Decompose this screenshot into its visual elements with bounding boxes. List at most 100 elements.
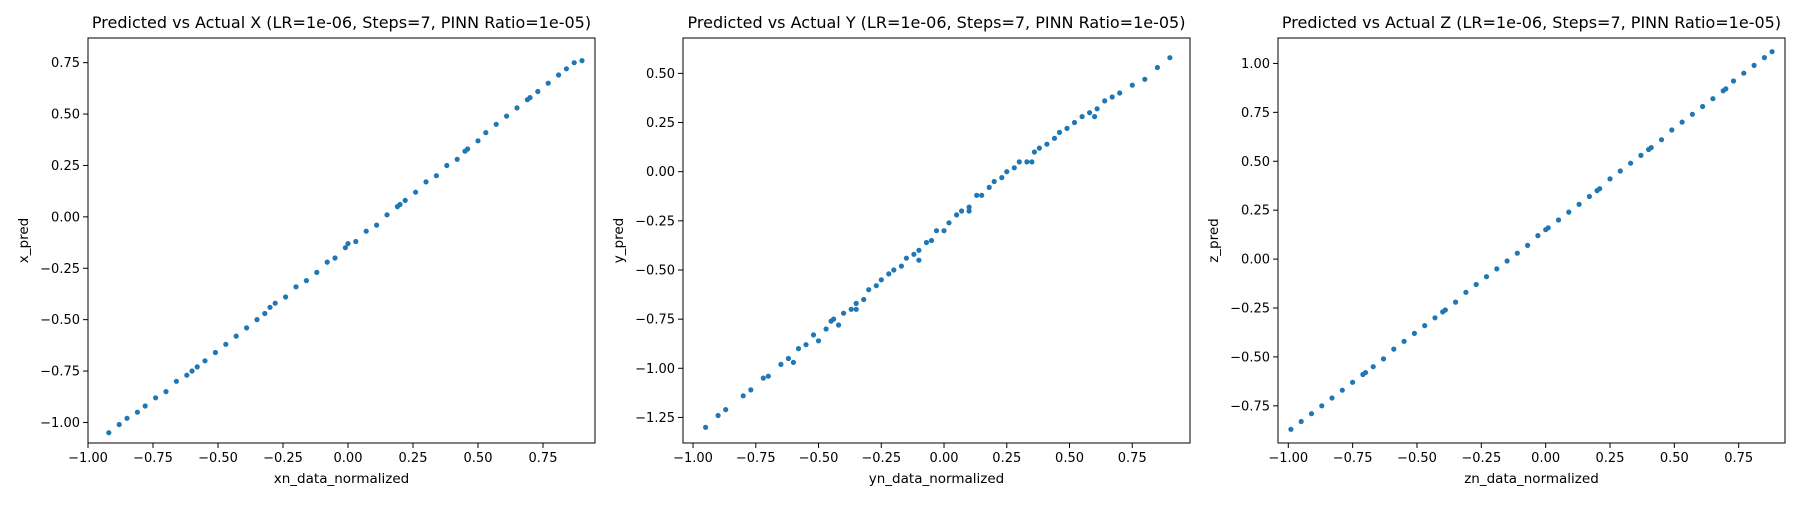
chart-title: Predicted vs Actual Z (LR=1e-06, Steps=7… (1282, 13, 1781, 32)
data-point (1087, 110, 1093, 116)
y-tick-label: 1.00 (1241, 57, 1270, 72)
data-point (1555, 217, 1562, 223)
data-point (1092, 114, 1098, 120)
data-point (1056, 129, 1063, 135)
data-point (790, 359, 797, 365)
plot-frame (87, 37, 596, 444)
data-point (916, 247, 922, 253)
data-point (873, 283, 879, 289)
y-axis-label: x_pred (16, 218, 32, 263)
data-point (1576, 201, 1582, 207)
data-point (493, 121, 499, 127)
x-tick-label: 0.25 (399, 451, 428, 466)
data-point (1710, 96, 1716, 102)
data-point (342, 245, 348, 251)
data-point (1064, 125, 1070, 131)
x-tick-label: 0.50 (464, 451, 493, 466)
data-point (941, 228, 947, 234)
data-point (1646, 146, 1652, 153)
data-point (134, 409, 140, 415)
y-axis-label: y_pred (611, 218, 627, 263)
data-point (124, 415, 130, 421)
y-tick-label: −1.25 (635, 411, 675, 426)
data-point (345, 241, 351, 247)
data-point (959, 208, 965, 214)
data-point (1044, 141, 1050, 147)
data-point (1723, 86, 1729, 92)
data-point (1494, 266, 1500, 272)
data-point (740, 393, 746, 399)
chart-title: Predicted vs Actual Y (LR=1e-06, Steps=7… (688, 13, 1186, 32)
data-point (556, 72, 562, 78)
data-point (475, 138, 481, 144)
data-point (1607, 176, 1613, 182)
data-point (1463, 289, 1469, 295)
y-tick-label: 0.75 (51, 56, 80, 71)
data-point (1117, 90, 1123, 96)
data-point (785, 355, 792, 362)
data-point (223, 341, 229, 347)
data-point (828, 318, 834, 324)
data-point (189, 368, 195, 374)
data-point (760, 375, 766, 381)
data-point (1362, 370, 1369, 376)
data-point (891, 267, 897, 273)
x-tick-label: 0.25 (1596, 451, 1625, 466)
data-point (1129, 82, 1135, 88)
y-tick-label: −0.50 (635, 263, 675, 278)
x-axis-label: zn_data_normalized (1464, 471, 1599, 487)
data-point (212, 349, 218, 356)
data-point (803, 342, 809, 348)
data-point (462, 148, 468, 154)
data-point (898, 263, 905, 269)
data-point (1142, 76, 1148, 82)
data-point (262, 310, 268, 317)
data-point (795, 346, 802, 352)
data-point (1401, 338, 1407, 344)
x-tick-label: 0.75 (1118, 451, 1147, 466)
data-point (923, 239, 930, 246)
data-point (1761, 55, 1767, 61)
data-point (1036, 145, 1042, 151)
data-point (1071, 119, 1078, 126)
data-point (966, 204, 972, 210)
data-point (1411, 330, 1417, 336)
data-point (1391, 346, 1397, 352)
data-point (946, 220, 952, 226)
data-point (979, 192, 985, 198)
y-tick-label: −0.75 (635, 313, 675, 328)
data-point (928, 237, 935, 244)
data-point (142, 403, 148, 409)
y-tick-label: −0.25 (635, 214, 675, 229)
data-point (1473, 281, 1479, 288)
data-point (444, 162, 450, 169)
x-axis-label: xn_data_normalized (274, 471, 409, 487)
data-point (173, 378, 179, 384)
y-axis-label: z_pred (1206, 218, 1222, 263)
data-point (1422, 323, 1428, 329)
data-point (374, 222, 380, 228)
data-point (184, 372, 190, 378)
data-point (1370, 364, 1376, 370)
x-tick-label: −0.75 (133, 451, 173, 466)
data-point (1543, 227, 1549, 233)
data-point (836, 322, 842, 328)
data-point (384, 212, 390, 218)
data-point (1628, 160, 1634, 166)
data-point (748, 387, 754, 393)
data-point (991, 178, 997, 185)
data-point (866, 287, 872, 293)
data-point (848, 306, 854, 312)
data-point (244, 325, 250, 331)
data-point (527, 95, 533, 101)
x-tick-label: −1.00 (1268, 451, 1308, 466)
y-tick-label: 0.00 (51, 210, 80, 225)
data-point (986, 184, 992, 190)
data-point (1514, 250, 1520, 256)
data-point (413, 189, 419, 195)
y-tick-label: 0.50 (51, 108, 80, 123)
x-tick-label: 0.75 (1724, 451, 1753, 466)
data-point (267, 304, 273, 310)
data-point (1586, 193, 1592, 200)
x-tick-label: 0.25 (992, 451, 1021, 466)
